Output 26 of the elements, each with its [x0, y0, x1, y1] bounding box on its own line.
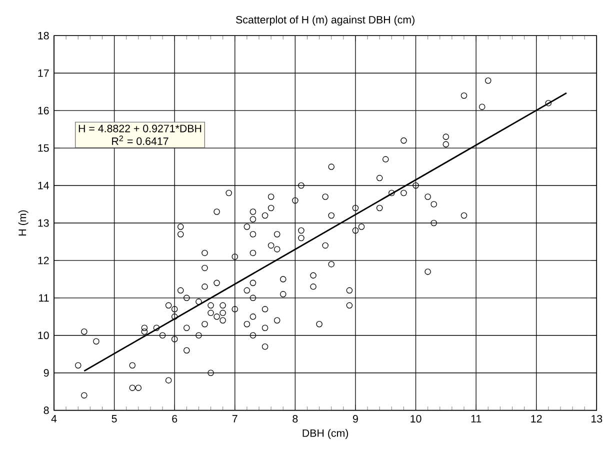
x-tick-label: 7 — [232, 415, 238, 422]
y-tick-label: 17 — [38, 69, 49, 77]
x-axis-title: DBH (cm) — [302, 429, 348, 440]
y-tick-label: 14 — [38, 182, 49, 190]
x-tick-label: 5 — [112, 415, 117, 422]
x-tick-label: 12 — [531, 415, 542, 422]
x-tick-label: 8 — [292, 415, 298, 423]
x-tick-label: 10 — [410, 415, 422, 423]
x-tick-label: 13 — [592, 415, 602, 423]
x-tick-label: 6 — [172, 415, 178, 423]
y-axis-title: H (m) — [18, 210, 28, 236]
y-tick-label: 13 — [38, 219, 49, 227]
x-tick-label: 9 — [353, 415, 358, 423]
y-tick-label: 9 — [44, 369, 49, 377]
y-tick-label: 10 — [38, 332, 49, 340]
annotation: H = 4.8822 + 0.9271*DBH — [78, 124, 202, 132]
x-tick-label: 11 — [471, 415, 482, 422]
y-tick-label: 8 — [44, 406, 49, 414]
y-tick-label: 12 — [38, 256, 49, 264]
chart-title: Scatterplot of H (m) against DBH (cm) — [236, 16, 414, 26]
y-tick-label: 18 — [38, 32, 49, 40]
x-tick-label: 4 — [51, 415, 57, 422]
y-tick-label: 15 — [38, 144, 49, 152]
annotation: R$^{2}$ = 0.6417 — [112, 136, 168, 145]
y-tick-label: 11 — [39, 294, 49, 302]
y-tick-label: 16 — [38, 106, 49, 114]
